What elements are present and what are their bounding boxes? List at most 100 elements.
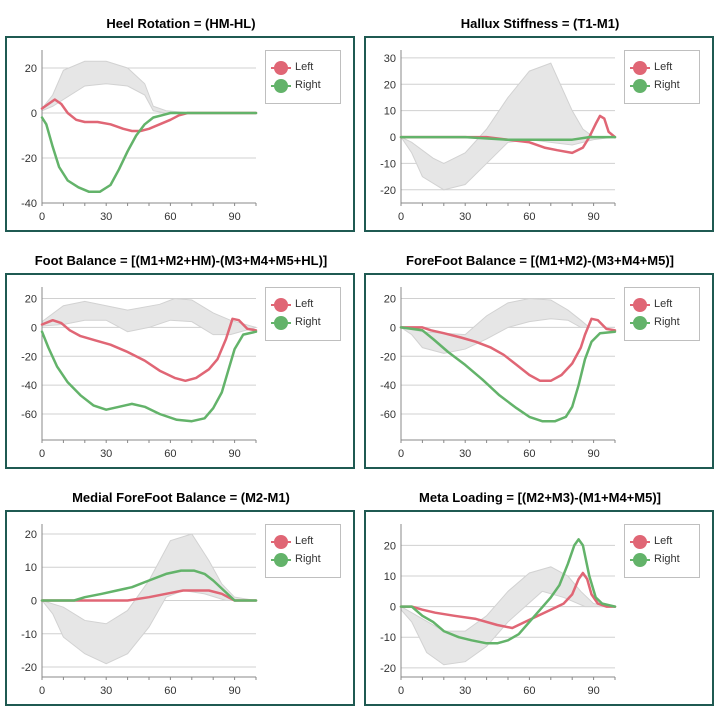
legend-marker-icon xyxy=(274,316,288,330)
chart-svg: 20 0 -20 -40 -60 0 30 60 90 xyxy=(380,287,617,460)
legend-item-left: Left xyxy=(271,297,340,313)
legend-item-right: Right xyxy=(271,552,340,568)
chart-title: Hallux Stiffness = (T1-M1) xyxy=(460,16,620,31)
legend-item-left: Left xyxy=(630,60,699,76)
y-tick-label: -40 xyxy=(380,380,396,392)
series-line-left xyxy=(40,317,258,383)
y-tick-label: 10 xyxy=(384,571,396,583)
x-tick-label: 0 xyxy=(398,211,404,223)
x-tick-label: 0 xyxy=(39,685,45,697)
legend-marker-icon xyxy=(633,553,647,567)
legend-label: Left xyxy=(654,61,673,73)
normal-range-band xyxy=(41,60,256,114)
legend: Left Right xyxy=(624,287,700,341)
y-tick-label: 20 xyxy=(384,79,396,91)
y-tick-label: -40 xyxy=(21,198,37,210)
legend-item-right: Right xyxy=(630,552,699,568)
chart-svg: 20 0 -20 -40 -60 0 30 60 90 xyxy=(21,287,258,460)
chart-panel: Hallux Stiffness = (T1-M1) 30 20 10 0 -10 -20 0… xyxy=(364,16,716,232)
legend-marker-icon xyxy=(274,79,288,93)
legend-label: Right xyxy=(654,79,680,91)
y-tick-label: -10 xyxy=(380,632,396,644)
legend-item-left: Left xyxy=(271,534,340,550)
x-tick-label: 30 xyxy=(459,448,471,460)
y-tick-label: 20 xyxy=(384,294,396,306)
series-line-left xyxy=(399,317,617,383)
chart-frame: 20 0 -20 -40 0 30 60 90 Left Right xyxy=(5,36,355,232)
chart-panel: Heel Rotation = (HM-HL) 20 0 -20 -40 0 30 60 90 L… xyxy=(5,16,357,232)
legend-item-left: Left xyxy=(271,60,340,76)
legend-marker-icon xyxy=(633,61,647,75)
chart-svg: 30 20 10 0 -10 -20 0 30 60 90 xyxy=(380,50,617,223)
legend-marker-icon xyxy=(633,79,647,93)
legend-label: Left xyxy=(295,298,314,310)
chart-title: Medial ForeFoot Balance = (M2-M1) xyxy=(72,490,290,505)
legend-label: Left xyxy=(654,535,673,547)
legend-marker-icon xyxy=(274,61,288,75)
normal-range-band xyxy=(41,298,258,336)
chart-title: ForeFoot Balance = [(M1+M2)-(M3+M4+M5)] xyxy=(406,253,674,268)
legend-label: Left xyxy=(295,61,314,73)
series-line-right xyxy=(399,538,617,645)
y-tick-label: 0 xyxy=(390,132,396,144)
legend-item-left: Left xyxy=(630,297,699,313)
chart-title: Meta Loading = [(M2+M3)-(M1+M4+M5)] xyxy=(419,490,661,505)
x-tick-label: 60 xyxy=(164,211,176,223)
series-line-left xyxy=(40,98,258,133)
y-tick-label: -10 xyxy=(21,629,37,641)
y-tick-label: -40 xyxy=(21,380,37,392)
x-tick-label: 0 xyxy=(39,448,45,460)
x-tick-label: 30 xyxy=(100,211,112,223)
y-tick-label: -20 xyxy=(380,663,396,675)
chart-panel: ForeFoot Balance = [(M1+M2)-(M3+M4+M5)] 2… xyxy=(364,253,716,469)
chart-panel: Medial ForeFoot Balance = (M2-M1) 20 10 0 -1… xyxy=(5,490,357,706)
chart-svg: 200-20-400 30 60 90 xyxy=(21,50,258,223)
series-line-right xyxy=(40,330,258,423)
series-line-left xyxy=(399,571,617,630)
legend-label: Left xyxy=(654,298,673,310)
x-tick-label: 30 xyxy=(459,211,471,223)
y-tick-label: -20 xyxy=(21,153,37,165)
x-tick-label: 90 xyxy=(587,448,599,460)
chart-panel: Meta Loading = [(M2+M3)-(M1+M4+M5)] 20 10 0… xyxy=(364,490,716,706)
x-tick-label: 30 xyxy=(100,685,112,697)
legend-marker-icon xyxy=(633,535,647,549)
legend-marker-icon xyxy=(633,298,647,312)
chart-frame: 20 0 -20 -40 -60 0 30 60 90 Left Right xyxy=(5,273,355,469)
x-tick-label: 30 xyxy=(100,448,112,460)
y-tick-label: 20 xyxy=(384,540,396,552)
y-tick-label: 0 xyxy=(31,596,37,608)
y-tick-label: 10 xyxy=(25,562,37,574)
normal-range-band xyxy=(40,533,257,665)
legend: Left Right xyxy=(265,287,341,341)
chart-title: Heel Rotation = (HM-HL) xyxy=(106,16,256,31)
x-tick-label: 90 xyxy=(587,685,599,697)
y-tick-label: 0 xyxy=(31,322,37,334)
legend-label: Right xyxy=(295,316,321,328)
legend-marker-icon xyxy=(274,298,288,312)
y-tick-label: -20 xyxy=(380,351,396,363)
y-tick-label: 20 xyxy=(25,63,37,75)
legend-item-right: Right xyxy=(630,78,699,94)
y-tick-label: -20 xyxy=(21,351,37,363)
legend: Left Right xyxy=(624,524,700,578)
legend-marker-icon xyxy=(633,316,647,330)
legend-marker-icon xyxy=(274,553,288,567)
y-tick-label: -10 xyxy=(380,158,396,170)
legend-item-left: Left xyxy=(630,534,699,550)
chart-frame: 20 0 -20 -40 -60 0 30 60 90 Left Right xyxy=(364,273,714,469)
y-tick-label: 10 xyxy=(384,106,396,118)
legend-label: Right xyxy=(654,316,680,328)
chart-panel: Foot Balance = [(M1+M2+HM)-(M3+M4+M5+HL)… xyxy=(5,253,357,469)
legend-item-right: Right xyxy=(630,315,699,331)
y-tick-label: 30 xyxy=(384,53,396,65)
normal-range-band xyxy=(400,298,615,354)
y-tick-label: -20 xyxy=(21,662,37,674)
series-line-right xyxy=(40,569,258,602)
normal-range-band xyxy=(400,566,616,666)
legend: Left Right xyxy=(624,50,700,104)
series-line-right xyxy=(40,111,258,194)
y-tick-label: -60 xyxy=(21,409,37,421)
